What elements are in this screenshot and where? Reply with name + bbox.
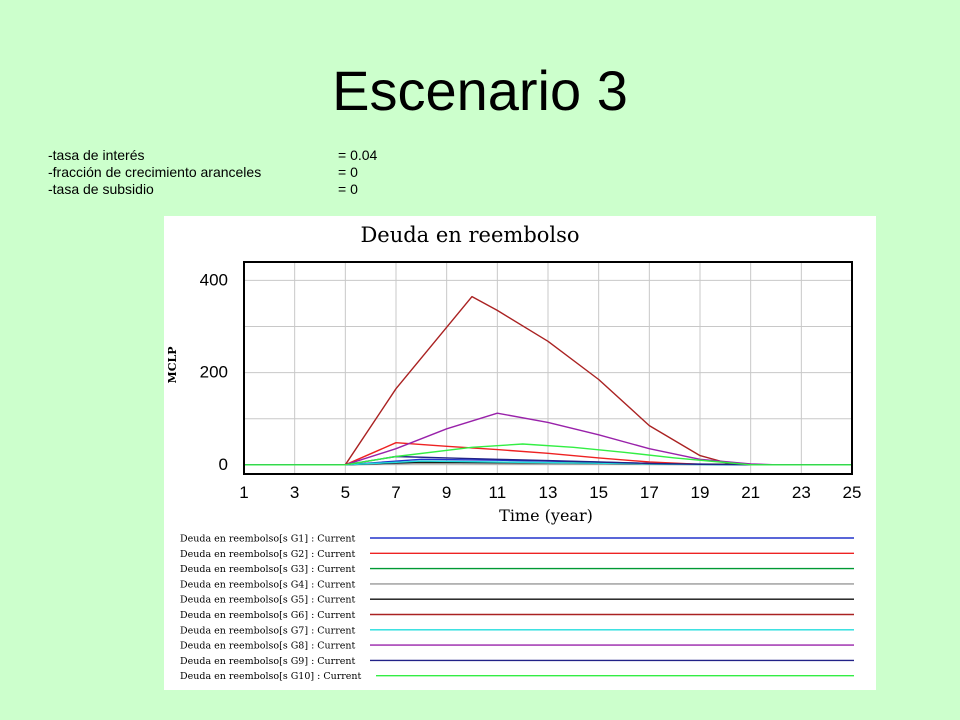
legend-label: Deuda en reembolso[s G6] : Current <box>180 610 356 621</box>
x-tick-label: 15 <box>589 483 608 502</box>
y-tick-label: 200 <box>200 363 228 382</box>
x-tick-label: 9 <box>442 483 451 502</box>
x-tick-label: 17 <box>640 483 659 502</box>
x-tick-label: 23 <box>792 483 811 502</box>
series-line-g10 <box>244 443 852 466</box>
x-tick-label: 19 <box>691 483 710 502</box>
legend-label: Deuda en reembolso[s G5] : Current <box>180 595 356 606</box>
series-line-g8 <box>244 412 852 466</box>
x-tick-label: 3 <box>290 483 299 502</box>
plot-frame <box>243 261 853 475</box>
legend: Deuda en reembolso[s G1] : Current Deuda … <box>180 534 854 682</box>
legend-label: Deuda en reembolso[s G10] : Current <box>180 671 362 682</box>
x-tick-label: 21 <box>741 483 760 502</box>
x-axis-label: Time (year) <box>499 506 593 525</box>
legend-label: Deuda en reembolso[s G3] : Current <box>180 564 356 575</box>
parameter-value: = 0 <box>338 164 358 180</box>
parameter-value: = 0 <box>338 181 358 197</box>
y-tick-labels: 0 200 400 <box>200 270 228 473</box>
parameter-name: -fracción de crecimiento aranceles <box>48 164 262 180</box>
x-tick-label: 1 <box>239 483 248 502</box>
slide-title: Escenario 3 <box>332 59 628 122</box>
chart-grid <box>243 262 853 474</box>
legend-label: Deuda en reembolso[s G4] : Current <box>180 579 356 590</box>
x-tick-label: 13 <box>539 483 558 502</box>
legend-label: Deuda en reembolso[s G9] : Current <box>180 656 356 667</box>
x-tick-label: 5 <box>341 483 350 502</box>
y-axis-label: MCLP <box>166 347 179 384</box>
chart-series-group <box>244 295 852 466</box>
legend-label: Deuda en reembolso[s G7] : Current <box>180 625 356 636</box>
parameter-name: -tasa de subsidio <box>48 181 154 197</box>
legend-label: Deuda en reembolso[s G8] : Current <box>180 641 356 652</box>
y-tick-label: 400 <box>200 270 228 289</box>
chart-panel: Deuda en reembolso 0 200 400 1 3 5 7 9 11 13 15 17… <box>164 216 876 690</box>
x-tick-labels: 1 3 5 7 9 11 13 15 17 19 21 23 25 <box>239 483 861 502</box>
legend-label: Deuda en reembolso[s G2] : Current <box>180 549 356 560</box>
x-tick-label: 7 <box>391 483 400 502</box>
x-tick-label: 25 <box>843 483 862 502</box>
legend-label: Deuda en reembolso[s G1] : Current <box>180 534 356 545</box>
x-tick-label: 11 <box>489 483 507 502</box>
chart-title: Deuda en reembolso <box>360 223 579 247</box>
y-tick-label: 0 <box>219 455 228 474</box>
parameter-value: = 0.04 <box>338 147 378 163</box>
parameter-name: -tasa de interés <box>48 147 145 163</box>
